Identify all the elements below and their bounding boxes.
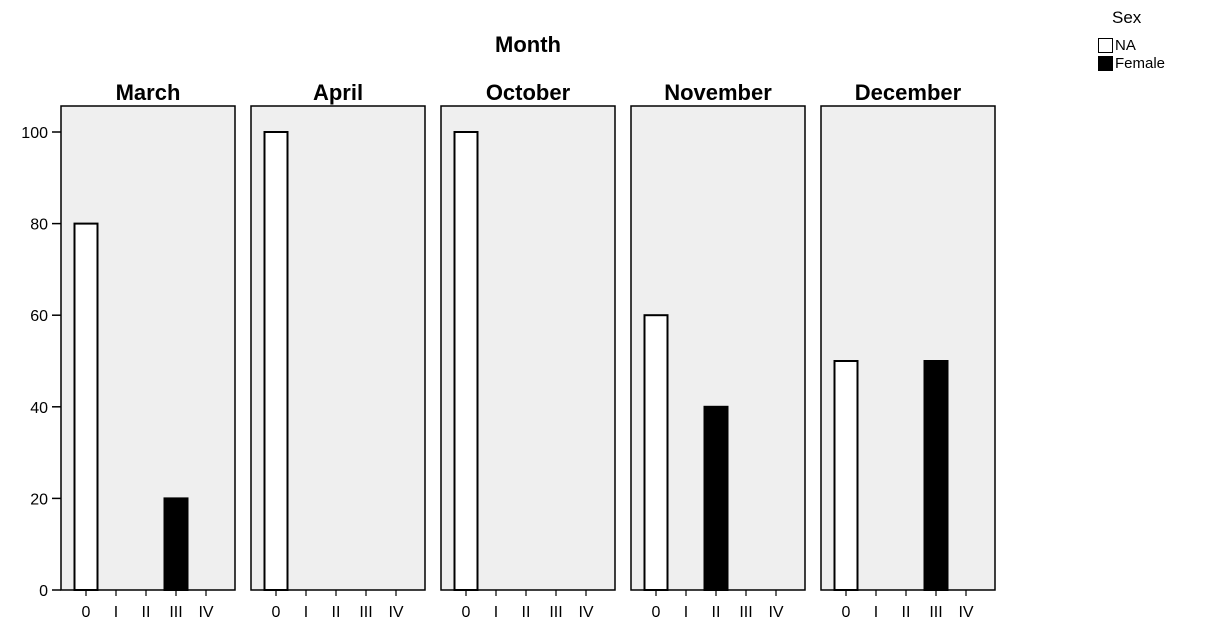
legend: Sex NA Female <box>1098 8 1165 72</box>
legend-item-na: NA <box>1098 36 1165 54</box>
bar-na <box>643 314 669 591</box>
x-tick-label: III <box>739 604 752 621</box>
x-tick-label: 0 <box>652 604 661 621</box>
x-tick-label: I <box>494 604 498 621</box>
x-tick-label: 0 <box>272 604 281 621</box>
x-tick-label: 0 <box>82 604 91 621</box>
y-tick-label: 20 <box>30 491 48 508</box>
bar-female <box>923 360 949 591</box>
bar-na <box>263 131 289 591</box>
legend-label-female: Female <box>1115 54 1166 72</box>
y-tick-label: 80 <box>30 217 48 234</box>
x-tick-label: II <box>902 604 911 621</box>
x-tick-label: III <box>549 604 562 621</box>
y-tick-label: 0 <box>39 583 48 600</box>
legend-title: Sex <box>1112 8 1142 27</box>
x-tick-label: IV <box>198 604 213 621</box>
x-tick-label: III <box>929 604 942 621</box>
x-tick-label: 0 <box>462 604 471 621</box>
x-tick-label: II <box>712 604 721 621</box>
x-tick-label: I <box>114 604 118 621</box>
legend-swatch-female <box>1098 55 1113 71</box>
x-tick-label: I <box>684 604 688 621</box>
x-tick-label: I <box>874 604 878 621</box>
x-tick-label: IV <box>768 604 783 621</box>
x-tick-label: I <box>304 604 308 621</box>
panel-header: March <box>116 80 181 105</box>
x-tick-label: III <box>169 604 182 621</box>
panel-header: October <box>486 80 571 105</box>
bar-female <box>703 405 729 591</box>
panel-header: December <box>855 80 962 105</box>
x-tick-label: II <box>332 604 341 621</box>
bar-na <box>453 131 479 591</box>
x-tick-label: II <box>522 604 531 621</box>
x-tick-label: IV <box>958 604 973 621</box>
panel-header: November <box>664 80 772 105</box>
y-tick-label: 40 <box>30 400 48 417</box>
y-tick-label: 100 <box>21 125 48 142</box>
bar-na <box>833 360 859 591</box>
bar-na <box>73 222 99 591</box>
x-tick-label: IV <box>578 604 593 621</box>
y-tick-label: 60 <box>30 308 48 325</box>
x-tick-label: IV <box>388 604 403 621</box>
x-tick-label: III <box>359 604 372 621</box>
legend-label-na: NA <box>1115 36 1136 54</box>
chart-title: Month <box>495 32 561 57</box>
legend-item-female: Female <box>1098 54 1165 72</box>
bar-female <box>163 497 189 591</box>
panel-header: April <box>313 80 363 105</box>
legend-swatch-na <box>1098 37 1113 53</box>
x-tick-label: 0 <box>842 604 851 621</box>
x-tick-label: II <box>142 604 151 621</box>
